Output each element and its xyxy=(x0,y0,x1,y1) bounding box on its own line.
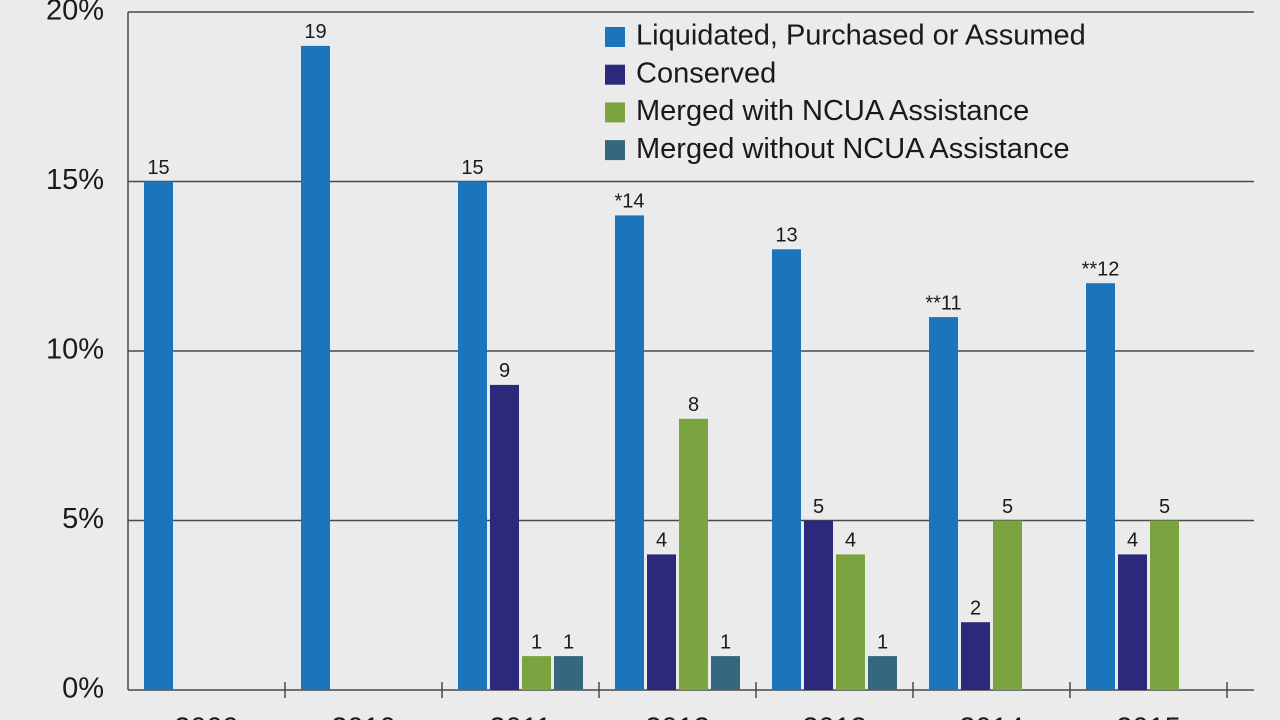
y-tick-label: 10% xyxy=(46,334,104,366)
bar xyxy=(711,656,740,690)
bar xyxy=(554,656,583,690)
value-label: 5 xyxy=(813,496,824,518)
value-label: 2 xyxy=(970,597,981,619)
bar xyxy=(804,520,833,690)
value-label: 1 xyxy=(877,631,888,653)
value-label: 1 xyxy=(531,631,542,653)
legend-label: Merged with NCUA Assistance xyxy=(636,95,1029,127)
value-label: *14 xyxy=(614,191,644,213)
x-tick-label: 2013 xyxy=(802,713,867,720)
bar xyxy=(1150,520,1179,690)
value-label: **12 xyxy=(1082,258,1120,280)
y-tick-label: 0% xyxy=(62,673,104,705)
legend-label: Liquidated, Purchased or Assumed xyxy=(636,20,1086,52)
value-label: 19 xyxy=(304,21,326,43)
x-tick-label: 2010 xyxy=(331,713,396,720)
x-tick-label: 2014 xyxy=(959,713,1024,720)
y-tick-label: 5% xyxy=(62,503,104,535)
legend-label: Conserved xyxy=(636,57,776,89)
legend-swatch xyxy=(605,64,625,85)
legend-swatch xyxy=(605,102,625,123)
x-tick-label: 2009 xyxy=(174,713,239,720)
value-label: 4 xyxy=(656,530,667,552)
value-label: 5 xyxy=(1159,496,1170,518)
bar xyxy=(301,45,330,690)
value-label: 1 xyxy=(720,631,731,653)
bar xyxy=(458,181,487,690)
bar xyxy=(522,656,551,690)
bar xyxy=(993,520,1022,690)
value-label: 13 xyxy=(775,225,797,247)
x-tick-label: 2015 xyxy=(1116,713,1181,720)
legend-label: Merged without NCUA Assistance xyxy=(636,133,1070,165)
bar xyxy=(647,554,676,690)
legend-swatch xyxy=(605,140,625,161)
x-tick-label: 2011 xyxy=(489,713,551,720)
bar xyxy=(144,181,173,690)
bar xyxy=(836,554,865,690)
y-tick-label: 15% xyxy=(46,164,104,196)
bar xyxy=(679,418,708,690)
bar xyxy=(929,317,958,690)
value-label: 1 xyxy=(563,631,574,653)
value-label: **11 xyxy=(925,292,961,314)
value-label: 15 xyxy=(147,157,169,179)
x-tick-label: 2012 xyxy=(645,713,710,720)
bar xyxy=(490,384,519,690)
y-tick-label: 20% xyxy=(46,0,104,27)
bar xyxy=(615,215,644,690)
bar xyxy=(1086,283,1115,690)
value-label: 8 xyxy=(688,394,699,416)
bar xyxy=(1118,554,1147,690)
value-label: 4 xyxy=(845,530,856,552)
bar xyxy=(961,622,990,690)
value-label: 4 xyxy=(1127,530,1138,552)
value-label: 15 xyxy=(461,157,483,179)
bar xyxy=(772,249,801,691)
value-label: 5 xyxy=(1002,496,1013,518)
bar xyxy=(868,656,897,690)
legend-swatch xyxy=(605,27,625,47)
value-label: 9 xyxy=(499,360,510,382)
